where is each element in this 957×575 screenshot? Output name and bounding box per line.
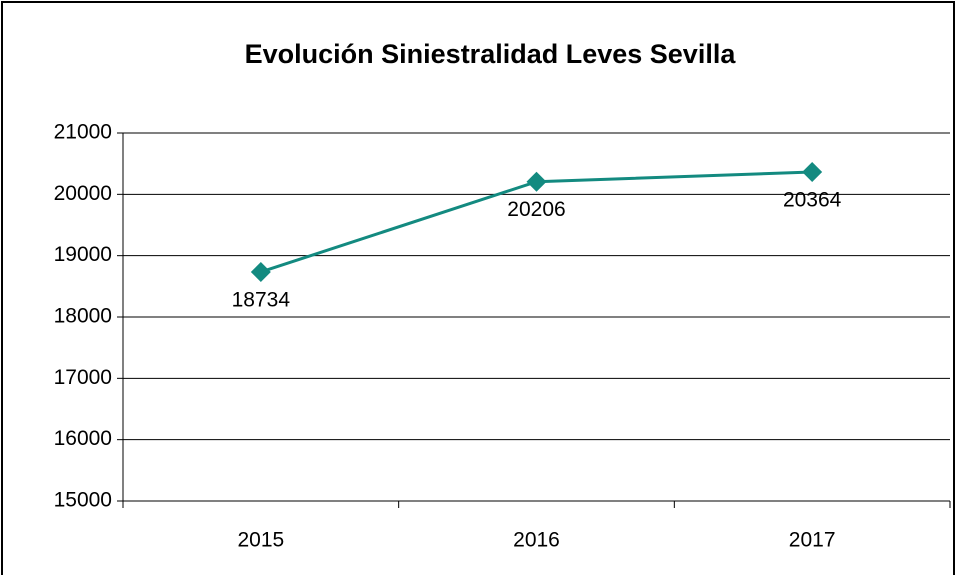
x-tick-label: 2015: [237, 529, 284, 552]
data-label: 20206: [507, 198, 565, 221]
marker: [802, 162, 823, 183]
y-tick-label: 19000: [54, 243, 112, 266]
marker: [526, 171, 547, 192]
y-tick-label: 17000: [54, 366, 112, 389]
y-tick-label: 15000: [54, 489, 112, 512]
chart-title: Evolución Siniestralidad Leves Sevilla: [245, 39, 737, 69]
data-label: 20364: [783, 189, 842, 212]
x-tick-label: 2017: [789, 529, 836, 552]
marker: [250, 261, 271, 282]
y-tick-label: 20000: [54, 182, 112, 205]
y-tick-label: 18000: [54, 305, 112, 328]
x-tick-label: 2016: [513, 529, 560, 552]
y-tick-label: 21000: [54, 121, 112, 144]
y-tick-label: 16000: [54, 427, 112, 450]
data-label: 18734: [232, 289, 291, 312]
